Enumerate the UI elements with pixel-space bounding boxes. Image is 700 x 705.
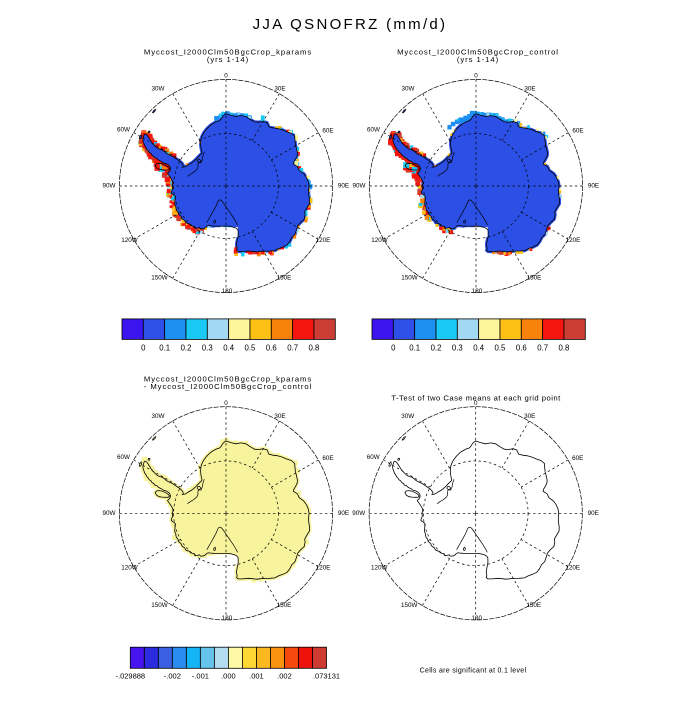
svg-text:30E: 30E (524, 86, 535, 93)
svg-text:120W: 120W (121, 237, 138, 244)
svg-text:0.8: 0.8 (559, 344, 570, 353)
svg-text:180: 180 (222, 288, 233, 295)
svg-text:150E: 150E (277, 275, 292, 282)
svg-text:(yrs 1-14): (yrs 1-14) (207, 55, 249, 64)
svg-text:120E: 120E (316, 237, 331, 244)
svg-text:90E: 90E (588, 510, 599, 517)
svg-text:0.8: 0.8 (309, 344, 320, 353)
svg-text:150W: 150W (151, 602, 168, 609)
svg-text:120E: 120E (565, 565, 580, 572)
svg-text:0: 0 (474, 400, 478, 407)
svg-text:60E: 60E (572, 128, 583, 135)
svg-text:150E: 150E (526, 602, 541, 609)
svg-text:30W: 30W (152, 86, 165, 93)
svg-text:90E: 90E (338, 183, 349, 190)
svg-text:120W: 120W (121, 565, 138, 572)
svg-text:.000: .000 (221, 671, 236, 680)
svg-text:120E: 120E (316, 565, 331, 572)
svg-text:.073131: .073131 (313, 671, 340, 680)
svg-text:- Myccost_I2000Clm50BgcCrop_co: - Myccost_I2000Clm50BgcCrop_control (144, 382, 312, 391)
svg-text:90E: 90E (338, 510, 349, 517)
svg-text:120W: 120W (371, 565, 388, 572)
svg-text:0.7: 0.7 (537, 344, 548, 353)
svg-text:0: 0 (391, 344, 396, 353)
svg-text:120E: 120E (566, 237, 581, 244)
svg-text:60E: 60E (322, 455, 333, 462)
svg-text:.001: .001 (249, 671, 264, 680)
svg-text:60W: 60W (117, 127, 130, 134)
svg-text:(yrs 1-14): (yrs 1-14) (457, 55, 499, 64)
svg-text:Myccost_I2000Clm50BgcCrop_kpar: Myccost_I2000Clm50BgcCrop_kparams (144, 48, 312, 57)
svg-text:150W: 150W (401, 602, 418, 609)
svg-text:0.6: 0.6 (516, 344, 527, 353)
svg-text:180: 180 (471, 615, 482, 622)
svg-text:0.5: 0.5 (495, 344, 507, 353)
svg-text:Myccost_I2000Clm50BgcCrop_cont: Myccost_I2000Clm50BgcCrop_control (397, 48, 559, 57)
svg-text:Myccost_I2000Clm50BgcCrop_kpar: Myccost_I2000Clm50BgcCrop_kparams (144, 375, 312, 384)
svg-text:0.2: 0.2 (181, 344, 192, 353)
svg-text:30W: 30W (402, 86, 415, 93)
svg-text:90W: 90W (103, 510, 116, 517)
svg-text:0.3: 0.3 (202, 344, 213, 353)
svg-text:60W: 60W (367, 127, 380, 134)
svg-text:60E: 60E (572, 455, 583, 462)
svg-text:-.001: -.001 (192, 671, 209, 680)
svg-text:0.6: 0.6 (266, 344, 277, 353)
svg-text:T-Test of two Case means at ea: T-Test of two Case means at each grid po… (391, 394, 561, 403)
svg-text:60E: 60E (322, 128, 333, 135)
svg-text:0.1: 0.1 (159, 344, 170, 353)
svg-text:90W: 90W (353, 183, 366, 190)
svg-text:0.4: 0.4 (223, 344, 235, 353)
svg-text:-.002: -.002 (164, 671, 181, 680)
svg-text:0: 0 (141, 344, 146, 353)
svg-text:0.2: 0.2 (431, 344, 442, 353)
svg-text:150W: 150W (151, 275, 168, 282)
svg-text:180: 180 (472, 288, 483, 295)
svg-text:180: 180 (222, 615, 233, 622)
svg-text:JJA QSNOFRZ (mm/d): JJA QSNOFRZ (mm/d) (253, 16, 448, 33)
svg-text:30E: 30E (274, 86, 285, 93)
svg-text:150E: 150E (277, 602, 292, 609)
svg-text:-.029888: -.029888 (115, 671, 145, 680)
svg-text:0: 0 (474, 73, 478, 80)
svg-text:30W: 30W (152, 413, 165, 420)
svg-text:150E: 150E (527, 275, 542, 282)
svg-text:0.1: 0.1 (409, 344, 420, 353)
svg-text:120W: 120W (371, 237, 388, 244)
svg-text:90W: 90W (352, 510, 365, 517)
svg-text:30E: 30E (524, 413, 535, 420)
svg-text:90W: 90W (103, 183, 116, 190)
svg-text:30W: 30W (401, 413, 414, 420)
svg-text:0.4: 0.4 (473, 344, 485, 353)
svg-text:0: 0 (224, 400, 228, 407)
svg-text:0.7: 0.7 (287, 344, 298, 353)
svg-text:90E: 90E (588, 183, 599, 190)
svg-text:30E: 30E (274, 413, 285, 420)
svg-text:150W: 150W (401, 275, 418, 282)
svg-text:0: 0 (224, 73, 228, 80)
svg-text:60W: 60W (367, 454, 380, 461)
svg-text:60W: 60W (117, 454, 130, 461)
svg-text:Cells are significant at 0.1 l: Cells are significant at 0.1 level (420, 667, 527, 674)
svg-text:.002: .002 (277, 671, 292, 680)
svg-text:0.3: 0.3 (452, 344, 463, 353)
svg-text:0.5: 0.5 (245, 344, 257, 353)
